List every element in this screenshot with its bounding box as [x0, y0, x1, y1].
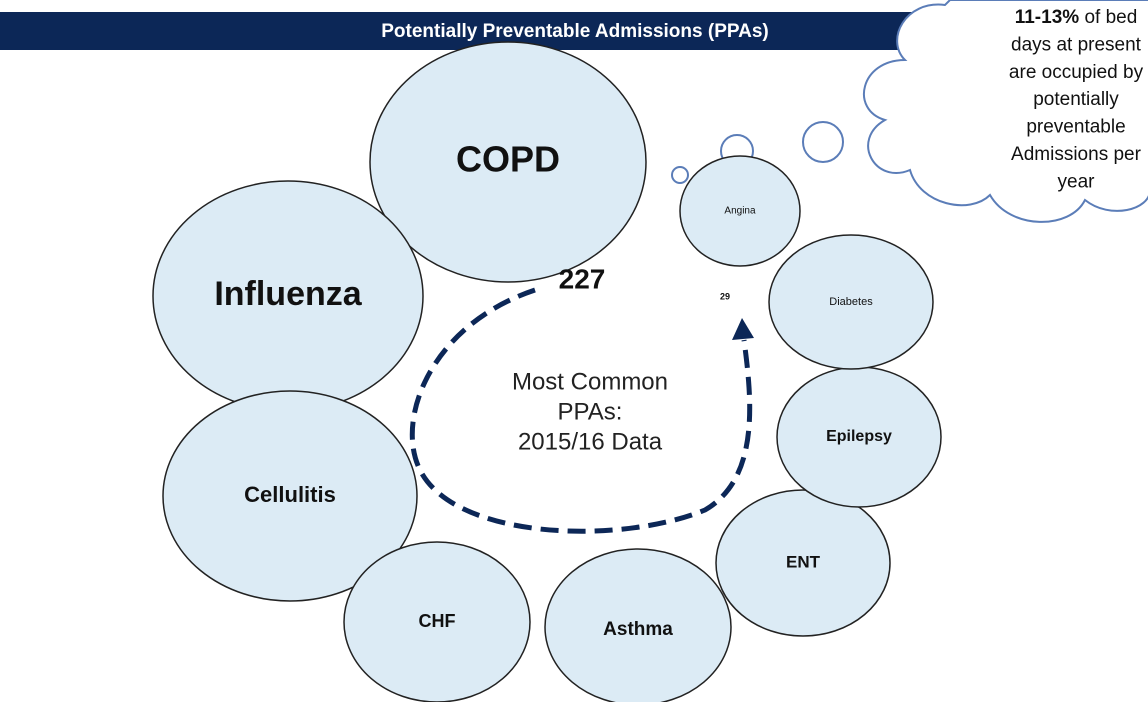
- condition-circle: [544, 548, 732, 702]
- callout-line: year: [1058, 171, 1096, 192]
- condition-label: Influenza: [214, 275, 362, 313]
- cloud-shape: [862, 0, 1148, 223]
- center-text: 2015/16 Data: [518, 428, 663, 455]
- condition-label: CHF: [419, 611, 456, 631]
- condition-label: Angina: [724, 206, 756, 217]
- center-text: Most Common: [512, 368, 668, 395]
- condition-circle: [343, 541, 531, 702]
- arrow-head: [732, 318, 754, 340]
- center-text: PPAs:: [558, 398, 623, 425]
- condition-label: COPD: [456, 139, 560, 180]
- callout-text: of bed: [1079, 7, 1137, 28]
- cloud-bubble: [671, 166, 689, 184]
- condition-circle: [679, 155, 801, 267]
- condition-label: Diabetes: [829, 296, 873, 308]
- count-label: 227: [559, 263, 606, 294]
- condition-label: Asthma: [603, 619, 673, 640]
- thought-cloud: [671, 0, 1148, 223]
- condition-label: Cellulitis: [244, 482, 336, 507]
- count-label: 29: [720, 291, 730, 301]
- condition-circle: [369, 41, 647, 283]
- condition-circle: [768, 234, 934, 370]
- header-bar: [0, 12, 945, 50]
- condition-label: ENT: [786, 552, 821, 571]
- condition-label: Epilepsy: [826, 428, 892, 445]
- cloud-bubble: [802, 121, 844, 163]
- callout-highlight: 11-13%: [1015, 7, 1080, 28]
- dashed-arrow: [409, 287, 753, 534]
- callout-line: Admissions per: [1011, 144, 1142, 165]
- header-title: Potentially Preventable Admissions (PPAs…: [381, 21, 769, 42]
- callout-line: potentially: [1033, 89, 1119, 110]
- callout-line: days at present: [1011, 34, 1142, 55]
- callout-line: preventable: [1026, 117, 1125, 138]
- callout-line: are occupied by: [1009, 62, 1144, 83]
- condition-circle: [715, 489, 891, 637]
- callout-line: 11-13% of bed: [1015, 7, 1138, 28]
- condition-circle: [162, 390, 418, 602]
